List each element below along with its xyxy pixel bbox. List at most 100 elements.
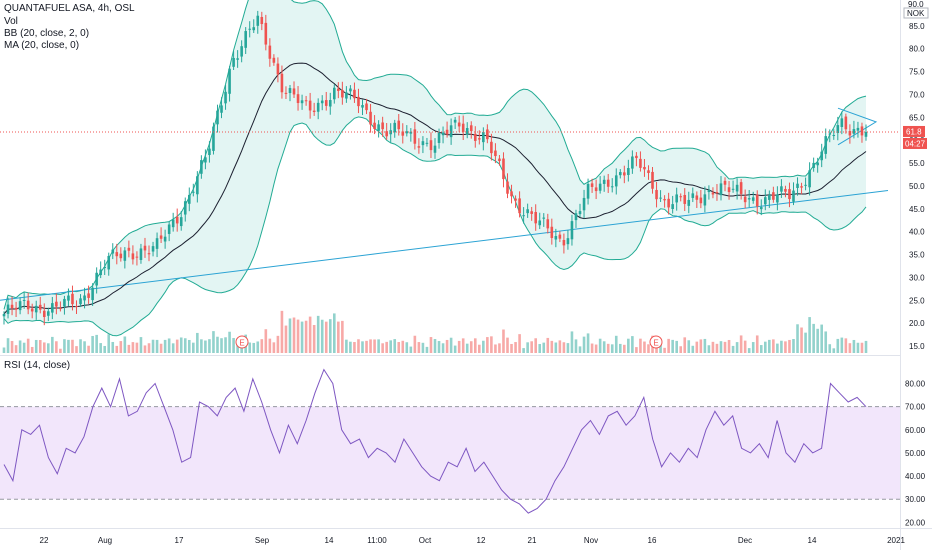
- volume-bar: [518, 334, 521, 353]
- candle-body: [143, 245, 147, 251]
- candle-body: [42, 310, 46, 317]
- candle-body: [252, 27, 256, 31]
- time-tick-label: 11:00: [367, 536, 387, 545]
- candle-body: [216, 110, 219, 125]
- rsi-tick-label: 70.00: [905, 403, 926, 412]
- candle-body: [353, 89, 356, 99]
- candle-body: [719, 183, 723, 196]
- candle-body: [759, 207, 763, 210]
- candle-body: [534, 211, 538, 224]
- candle-body: [63, 298, 66, 307]
- candle-body: [518, 198, 521, 214]
- rsi-legend[interactable]: RSI (14, close): [4, 360, 71, 371]
- volume-bar: [421, 342, 425, 353]
- bb-legend[interactable]: BB (20, close, 2, 0): [4, 28, 90, 39]
- volume-bar: [276, 335, 280, 353]
- volume-bar: [151, 339, 155, 353]
- candle-body: [844, 116, 848, 130]
- price-tick-label: 85.0: [909, 22, 925, 31]
- candle-body: [510, 191, 513, 197]
- ma-legend[interactable]: MA (20, close, 0): [4, 40, 80, 51]
- volume-bar: [183, 338, 187, 353]
- volume-bar: [312, 325, 316, 353]
- svg-text:04:27: 04:27: [905, 139, 926, 148]
- volume-bar: [349, 341, 352, 353]
- candle-body: [449, 125, 453, 138]
- candle-body: [828, 133, 832, 135]
- volume-bar: [413, 335, 417, 353]
- candle-body: [755, 194, 759, 207]
- candle-body: [735, 184, 739, 192]
- candle-body: [602, 179, 606, 184]
- candle-body: [526, 209, 529, 214]
- ascending-trendline: [0, 190, 889, 301]
- candle-body: [357, 96, 360, 107]
- candle-body: [695, 195, 699, 200]
- candle-body: [183, 201, 187, 215]
- rsi-tick-label: 60.00: [905, 426, 926, 435]
- volume-bar: [554, 342, 558, 353]
- volume-bar: [820, 324, 823, 353]
- price-tick-label: 50.0: [909, 182, 925, 191]
- candle-body: [224, 91, 227, 104]
- volume-bar: [739, 335, 743, 353]
- earnings-marker-aug[interactable]: E: [235, 335, 249, 349]
- volume-bar: [341, 320, 344, 353]
- volume-bar: [91, 335, 94, 353]
- candle-body: [51, 303, 54, 313]
- candles[interactable]: [2, 10, 868, 326]
- volume-bar: [526, 342, 529, 353]
- rsi-tick-label: 50.00: [905, 449, 926, 458]
- candle-body: [79, 298, 82, 305]
- rsi-pane: [0, 368, 900, 514]
- volume-bar: [320, 319, 324, 353]
- volume-bar: [598, 338, 602, 353]
- volume-bar: [731, 345, 735, 353]
- time-tick-label: 16: [648, 536, 657, 545]
- candle-body: [651, 171, 654, 189]
- candle-body: [155, 238, 159, 249]
- candle-body: [240, 46, 243, 57]
- volume-bar: [175, 339, 179, 353]
- volume-bar: [514, 342, 517, 353]
- currency-top-value: 90.0: [908, 0, 924, 9]
- volume-legend[interactable]: Vol: [4, 16, 18, 27]
- candle-body: [192, 191, 195, 193]
- volume-bar: [659, 343, 662, 353]
- candle-body: [405, 131, 409, 134]
- volume-bar: [586, 333, 590, 353]
- volume-bar: [139, 337, 143, 353]
- bollinger-bands: [3, 0, 867, 337]
- candle-body: [433, 145, 437, 153]
- candle-body: [10, 304, 14, 309]
- candle-body: [687, 199, 691, 206]
- volume-bar: [119, 341, 123, 353]
- volume-bar: [461, 338, 465, 353]
- candle-body: [647, 170, 650, 174]
- candle-body: [763, 197, 767, 205]
- volume-bar: [800, 327, 803, 353]
- currency-label: NOK: [907, 9, 925, 18]
- volume-bar: [610, 344, 614, 353]
- candle-body: [337, 88, 340, 91]
- candle-body: [574, 213, 578, 221]
- currency-box[interactable]: [903, 7, 929, 19]
- price-axis[interactable]: 15.020.025.030.035.040.045.050.055.060.0…: [909, 22, 925, 351]
- volume-bar: [353, 342, 356, 353]
- candle-body: [361, 105, 364, 108]
- candle-body: [707, 190, 711, 193]
- volume-bar: [2, 347, 6, 353]
- volume-bar: [453, 345, 457, 353]
- volume-bar: [95, 334, 98, 353]
- volume-bar: [167, 338, 171, 353]
- candle-body: [558, 234, 562, 239]
- rsi-tick-label: 20.00: [905, 518, 926, 527]
- earnings-marker-nov[interactable]: E: [649, 335, 663, 349]
- time-axis[interactable]: 22 Aug 17 Sep 14 11:00 Oct 12 21 Nov 16 Dec 14 2021: [40, 536, 906, 545]
- candle-body: [14, 307, 18, 310]
- volume-bar: [264, 329, 268, 353]
- ma-line: [3, 62, 867, 315]
- volume-bar: [683, 337, 687, 353]
- symbol-legend[interactable]: QUANTAFUEL ASA, 4h, OSL: [4, 3, 135, 14]
